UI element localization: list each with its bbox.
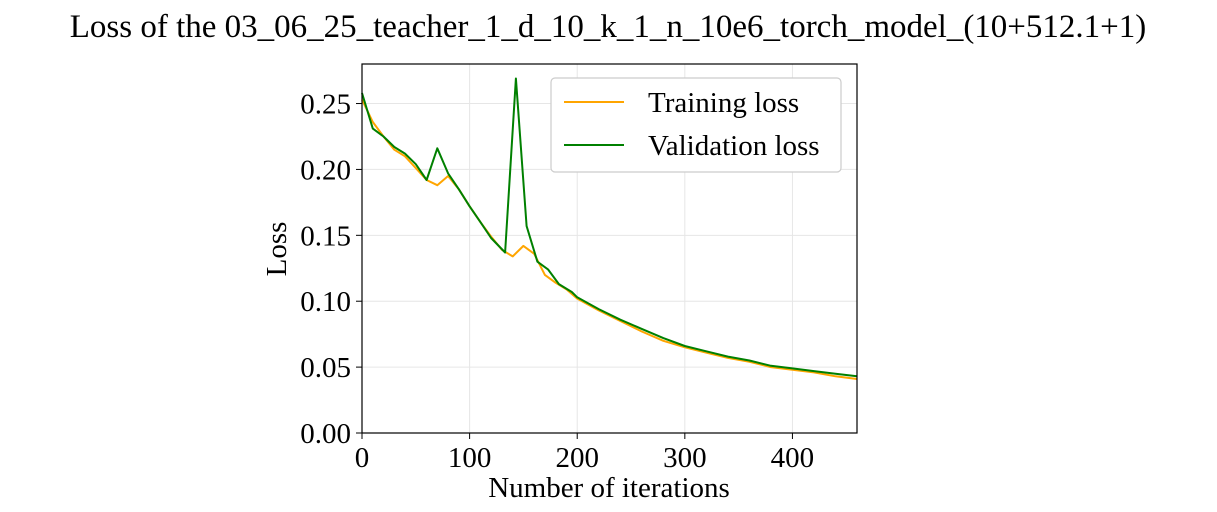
x-tick-label: 400 bbox=[771, 442, 815, 474]
y-tick-label: 0.25 bbox=[300, 89, 351, 121]
series-line-validation-loss bbox=[361, 77, 858, 378]
x-tick-label: 200 bbox=[555, 442, 599, 474]
x-tick-label: 300 bbox=[663, 442, 707, 474]
axis-ticks: 0 100 200 300 400 0.00 0.05 0.10 0.15 0.20 0.25 bbox=[300, 89, 814, 474]
x-axis-label: Number of iterations bbox=[488, 472, 730, 504]
legend-label-training: Training loss bbox=[648, 87, 799, 119]
y-axis-label: Loss bbox=[261, 222, 293, 277]
chart-title: Loss of the 03_06_25_teacher_1_d_10_k_1_… bbox=[70, 9, 1147, 45]
legend: Training loss Validation loss bbox=[550, 77, 842, 173]
plot-frame bbox=[361, 63, 858, 434]
y-tick-label: 0.10 bbox=[300, 286, 351, 318]
legend-label-validation: Validation loss bbox=[648, 130, 820, 162]
y-tick-label: 0.05 bbox=[300, 352, 351, 384]
series-lines bbox=[361, 77, 858, 380]
x-tick-label: 0 bbox=[355, 442, 370, 474]
y-tick-label: 0.20 bbox=[300, 154, 351, 186]
y-tick-label: 0.00 bbox=[300, 418, 351, 450]
x-tick-label: 100 bbox=[448, 442, 492, 474]
y-tick-label: 0.15 bbox=[300, 220, 351, 252]
